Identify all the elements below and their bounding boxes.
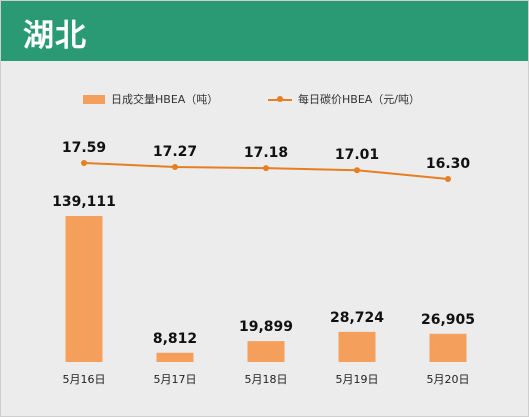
x-tick-label: 5月19日 [336, 373, 379, 386]
price-data-label: 17.27 [153, 144, 197, 160]
price-point [263, 165, 269, 172]
bar [65, 216, 103, 362]
bar [156, 352, 194, 362]
price-point [81, 160, 87, 166]
page-title: 湖北 [23, 18, 87, 54]
price-point [445, 176, 451, 182]
price-data-label: 16.30 [426, 156, 471, 172]
x-tick-label: 5月20日 [427, 373, 470, 386]
price-data-label: 17.01 [335, 147, 379, 163]
bar [429, 333, 467, 362]
price-point [354, 167, 360, 174]
legend-item-price: 每日碳价HBEA（元/吨） [268, 90, 420, 108]
bar [338, 331, 376, 362]
price-point [172, 163, 178, 170]
header-bar: 湖北 [1, 1, 528, 61]
bar [247, 341, 285, 362]
x-tick-label: 5月16日 [63, 373, 106, 386]
price-data-label: 17.59 [62, 140, 106, 156]
bar-data-label: 139,111 [52, 194, 116, 210]
x-tick-label: 5月18日 [245, 373, 288, 386]
x-tick-label: 5月17日 [154, 373, 197, 386]
bar-data-label: 8,812 [153, 331, 197, 347]
legend-label-price: 每日碳价HBEA（元/吨） [298, 93, 420, 106]
legend-line-swatch [268, 95, 292, 104]
legend-label-volume: 日成交量HBEA（吨） [111, 93, 219, 106]
bar-data-label: 28,724 [330, 310, 384, 326]
chart-legend: 日成交量HBEA（吨） 每日碳价HBEA（元/吨） [1, 90, 528, 108]
bar-data-label: 26,905 [421, 312, 475, 328]
bar-data-label: 19,899 [239, 319, 293, 335]
price-data-label: 17.18 [244, 145, 288, 161]
legend-bar-swatch [83, 94, 105, 104]
legend-item-volume: 日成交量HBEA（吨） [83, 90, 218, 108]
